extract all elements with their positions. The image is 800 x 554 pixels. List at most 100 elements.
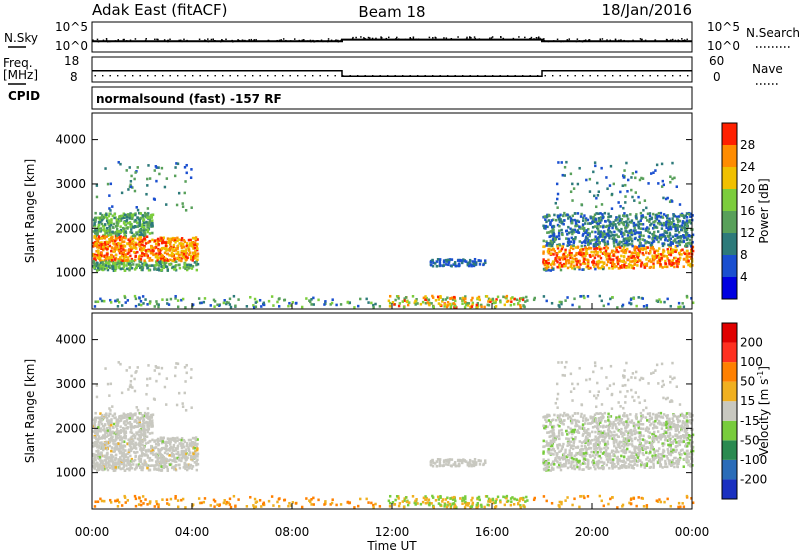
power-cell xyxy=(133,236,137,240)
power-cell xyxy=(598,241,601,245)
power-cell xyxy=(140,303,143,307)
power-cell xyxy=(599,250,602,254)
power-cell xyxy=(101,265,105,269)
power-cell xyxy=(624,226,628,229)
nave-sample xyxy=(649,75,651,77)
power-cell xyxy=(617,245,620,249)
velocity-cell xyxy=(187,449,191,453)
nave-sample xyxy=(394,75,396,77)
velocity-cell xyxy=(124,453,128,456)
power-cell xyxy=(609,164,613,168)
nave-sample xyxy=(162,75,164,77)
power-cell xyxy=(166,269,170,272)
velocity-cell xyxy=(133,436,137,440)
velocity-cell xyxy=(589,455,592,459)
power-cell xyxy=(630,219,634,222)
power-cell xyxy=(178,242,181,245)
power-cell xyxy=(679,237,682,240)
velocity-cell xyxy=(98,441,102,445)
power-cell xyxy=(346,300,350,304)
velocity-cell xyxy=(121,440,124,444)
power-cell xyxy=(542,261,545,265)
velocity-cell xyxy=(141,414,144,417)
power-cell xyxy=(618,219,622,223)
velocity-cell xyxy=(129,424,133,428)
velocity-cell xyxy=(102,428,105,432)
power-cell xyxy=(589,266,592,270)
power-cell xyxy=(139,299,143,303)
power-cell xyxy=(106,182,110,186)
power-cell xyxy=(652,233,655,236)
power-cell xyxy=(126,252,129,256)
power-cell xyxy=(640,216,643,220)
power-cell xyxy=(569,265,572,269)
power-cell xyxy=(613,234,616,237)
velocity-cell xyxy=(103,423,107,426)
power-cell xyxy=(467,264,471,268)
velocity-cell xyxy=(110,456,114,459)
velocity-cell xyxy=(180,438,183,442)
power-cell xyxy=(525,295,528,299)
power-cell xyxy=(685,252,689,256)
power-cell xyxy=(120,262,124,266)
power-cell xyxy=(675,241,678,244)
power-cell xyxy=(627,263,631,266)
power-cell xyxy=(132,239,135,243)
power-cell xyxy=(601,216,604,220)
power-cell xyxy=(445,260,449,263)
power-cell xyxy=(623,233,626,236)
power-cell xyxy=(92,254,95,257)
power-cell xyxy=(151,213,155,217)
velocity-cell xyxy=(124,449,127,452)
velocity-cell xyxy=(99,427,103,430)
power-cell xyxy=(667,226,671,230)
power-cell xyxy=(290,304,293,307)
velocity-cell xyxy=(137,417,140,421)
power-cell xyxy=(675,248,678,252)
power-cell xyxy=(463,259,467,263)
velocity-cell xyxy=(656,430,660,433)
power-cell xyxy=(183,240,187,244)
power-cell xyxy=(95,237,98,241)
velocity-cell xyxy=(117,458,120,461)
power-cell xyxy=(604,235,607,239)
power-cell xyxy=(677,235,680,239)
power-cell xyxy=(628,242,631,246)
power-cell xyxy=(607,302,610,306)
power-cell xyxy=(614,223,617,226)
power-cell xyxy=(185,171,188,175)
power-cell xyxy=(119,247,123,250)
power-cell xyxy=(623,243,627,247)
power-cell xyxy=(130,266,134,270)
velocity-cell xyxy=(105,431,108,435)
nave-sample xyxy=(402,75,404,77)
power-cell xyxy=(673,265,676,269)
power-cell xyxy=(610,207,614,210)
power-cell xyxy=(672,262,675,265)
power-cell xyxy=(569,190,573,194)
power-cell xyxy=(153,239,157,242)
power-cell xyxy=(676,227,679,231)
velocity-cell xyxy=(143,428,146,432)
power-cell xyxy=(634,245,637,249)
velocity-cell xyxy=(603,411,607,415)
power-cell xyxy=(614,225,618,229)
power-cell xyxy=(108,240,112,244)
velocity-cell xyxy=(572,441,575,445)
cpid-frame xyxy=(91,86,693,110)
velocity-cell xyxy=(99,458,102,462)
power-cell xyxy=(567,225,570,229)
power-cell xyxy=(552,240,556,243)
power-cell xyxy=(587,227,590,231)
power-cell xyxy=(570,262,573,266)
power-cell xyxy=(129,222,132,226)
nsky-sample xyxy=(432,37,434,39)
velocity-cell xyxy=(97,435,101,438)
power-cell xyxy=(267,299,271,303)
power-cell xyxy=(118,264,121,267)
power-cell xyxy=(607,228,610,232)
power-cell xyxy=(678,239,682,243)
velocity-cell xyxy=(660,427,664,430)
velocity-cell xyxy=(122,451,125,454)
nsky-sample xyxy=(134,38,137,40)
